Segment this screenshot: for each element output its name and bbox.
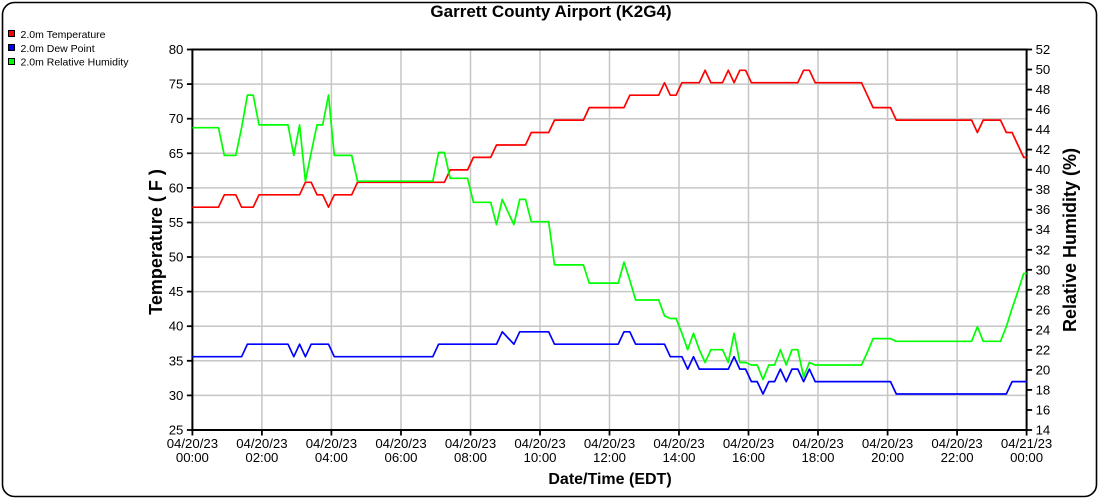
svg-text:16: 16 [1036, 403, 1051, 418]
svg-text:2.0m Relative Humidity: 2.0m Relative Humidity [21, 57, 130, 69]
svg-text:Garrett County Airport (K2G4): Garrett County Airport (K2G4) [430, 2, 671, 21]
svg-text:04/21/23: 04/21/23 [1001, 436, 1052, 451]
svg-text:46: 46 [1036, 102, 1051, 117]
svg-text:48: 48 [1036, 82, 1051, 97]
svg-text:04/20/23: 04/20/23 [931, 436, 982, 451]
svg-text:34: 34 [1036, 222, 1051, 237]
svg-text:40: 40 [169, 319, 184, 334]
svg-text:36: 36 [1036, 202, 1051, 217]
svg-text:35: 35 [169, 353, 184, 368]
svg-text:20: 20 [1036, 362, 1051, 377]
svg-text:30: 30 [1036, 262, 1051, 277]
svg-text:20:00: 20:00 [871, 450, 904, 465]
svg-text:2.0m Temperature: 2.0m Temperature [21, 29, 106, 41]
svg-text:04:00: 04:00 [315, 450, 348, 465]
svg-text:00:00: 00:00 [1010, 450, 1043, 465]
svg-text:50: 50 [1036, 62, 1051, 77]
svg-text:04/20/23: 04/20/23 [236, 436, 287, 451]
svg-text:04/20/23: 04/20/23 [653, 436, 704, 451]
svg-text:10:00: 10:00 [523, 450, 556, 465]
svg-text:Date/Time (EDT): Date/Time (EDT) [548, 471, 671, 488]
svg-text:18:00: 18:00 [801, 450, 834, 465]
svg-text:50: 50 [169, 250, 184, 265]
svg-text:44: 44 [1036, 122, 1051, 137]
svg-text:06:00: 06:00 [384, 450, 417, 465]
svg-text:30: 30 [169, 388, 184, 403]
svg-text:80: 80 [169, 42, 184, 57]
svg-text:40: 40 [1036, 162, 1051, 177]
svg-text:08:00: 08:00 [454, 450, 487, 465]
svg-text:24: 24 [1036, 322, 1051, 337]
svg-text:2.0m Dew Point: 2.0m Dew Point [21, 43, 95, 55]
svg-text:04/20/23: 04/20/23 [375, 436, 426, 451]
svg-text:16:00: 16:00 [732, 450, 765, 465]
svg-text:Relative Humidity (%): Relative Humidity (%) [1060, 148, 1080, 332]
svg-text:52: 52 [1036, 42, 1051, 57]
svg-text:04/20/23: 04/20/23 [306, 436, 357, 451]
svg-text:38: 38 [1036, 182, 1051, 197]
svg-text:00:00: 00:00 [176, 450, 209, 465]
svg-text:45: 45 [169, 284, 184, 299]
svg-text:42: 42 [1036, 142, 1051, 157]
svg-text:60: 60 [169, 180, 184, 195]
svg-text:Temperature ( F ): Temperature ( F ) [146, 169, 166, 315]
svg-text:25: 25 [169, 423, 184, 438]
svg-text:14:00: 14:00 [662, 450, 695, 465]
svg-text:65: 65 [169, 146, 184, 161]
svg-text:04/20/23: 04/20/23 [167, 436, 218, 451]
svg-text:04/20/23: 04/20/23 [514, 436, 565, 451]
svg-text:04/20/23: 04/20/23 [792, 436, 843, 451]
svg-text:22: 22 [1036, 342, 1051, 357]
svg-text:75: 75 [169, 77, 184, 92]
svg-text:12:00: 12:00 [593, 450, 626, 465]
svg-text:28: 28 [1036, 282, 1051, 297]
svg-text:70: 70 [169, 111, 184, 126]
svg-text:26: 26 [1036, 302, 1051, 317]
svg-text:14: 14 [1036, 423, 1051, 438]
svg-text:22:00: 22:00 [941, 450, 974, 465]
svg-text:18: 18 [1036, 382, 1051, 397]
svg-text:04/20/23: 04/20/23 [584, 436, 635, 451]
svg-text:04/20/23: 04/20/23 [862, 436, 913, 451]
svg-text:04/20/23: 04/20/23 [723, 436, 774, 451]
svg-text:32: 32 [1036, 242, 1051, 257]
svg-text:04/20/23: 04/20/23 [445, 436, 496, 451]
svg-text:55: 55 [169, 215, 184, 230]
svg-text:02:00: 02:00 [245, 450, 278, 465]
